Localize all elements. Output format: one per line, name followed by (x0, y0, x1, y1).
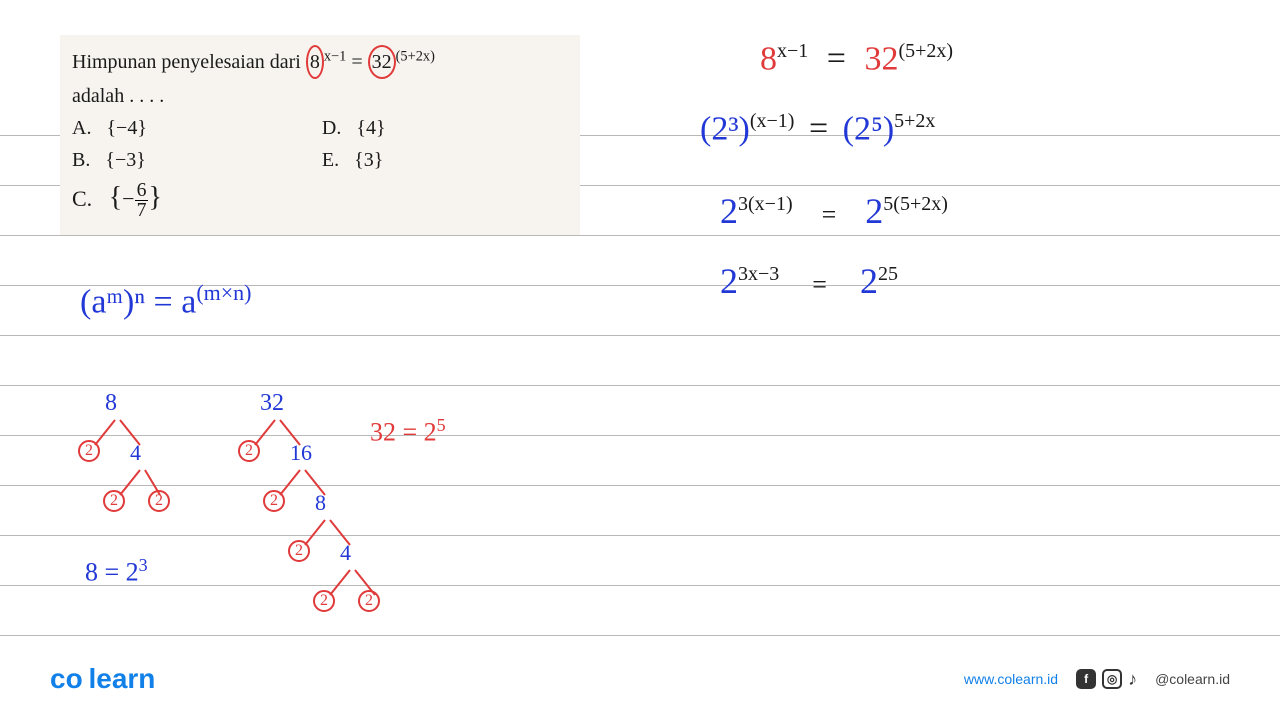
exp-left: x−1 (324, 48, 347, 64)
instagram-icon: ◎ (1102, 669, 1122, 689)
tree8-a: 2 (78, 440, 100, 462)
circled-8: 8 (306, 45, 324, 79)
tree32-d: 8 (315, 490, 326, 516)
tree32-c: 2 (263, 490, 285, 512)
work-line-3: 23(x−1) = 25(5+2x) (720, 190, 948, 232)
equals: = (351, 51, 367, 73)
work-line-4: 23x−3 = 225 (720, 260, 898, 302)
tree8-c: 2 (103, 490, 125, 512)
social-icons: f ◎ ♪ (1076, 669, 1137, 689)
option-e: E. {3} (322, 145, 386, 175)
tree8-b: 4 (130, 440, 141, 466)
option-c: C. {{−−67} (72, 177, 162, 221)
question-box: Himpunan penyelesaian dari 8x−1 = 32(5+2… (60, 35, 580, 235)
tree32-g: 2 (313, 590, 335, 612)
tree8-top: 8 (105, 390, 117, 417)
work-line-2: (2³)(x−1) = (2⁵)5+2x (700, 110, 935, 148)
tree32-a: 2 (238, 440, 260, 462)
circled-32: 32 (368, 45, 396, 79)
exp-right: (5+2x) (396, 48, 435, 64)
option-d: D. {4} (322, 113, 386, 143)
tiktok-icon: ♪ (1128, 669, 1137, 689)
footer-url: www.colearn.id (964, 671, 1058, 687)
tree32-b: 16 (290, 440, 312, 466)
tree8-d: 2 (148, 490, 170, 512)
tree32-e: 2 (288, 540, 310, 562)
work-line-1: 8x−1 = 32(5+2x) (760, 40, 953, 78)
power-rule: (aᵐ)ⁿ = a(m×n) (80, 280, 252, 321)
footer: co learn www.colearn.id f ◎ ♪ @colearn.i… (50, 663, 1230, 695)
tree32-f: 4 (340, 540, 351, 566)
eq-32: 32 = 25 (370, 415, 446, 448)
facebook-icon: f (1076, 669, 1096, 689)
footer-handle: @colearn.id (1155, 671, 1230, 687)
option-b: B. {−3} (72, 145, 162, 175)
question-prompt: Himpunan penyelesaian dari 8x−1 = 32(5+2… (72, 45, 568, 79)
option-a: A. {−4} (72, 113, 162, 143)
prompt-suffix: adalah . . . . (72, 81, 568, 111)
eq-8: 8 = 23 (85, 555, 148, 588)
prompt-prefix: Himpunan penyelesaian dari (72, 51, 306, 73)
options: A. {−4} B. {−3} C. {{−−67} D. {4} E. {3} (72, 113, 568, 221)
tree32-top: 32 (260, 390, 284, 417)
colearn-logo: co learn (50, 663, 155, 695)
tree32-h: 2 (358, 590, 380, 612)
